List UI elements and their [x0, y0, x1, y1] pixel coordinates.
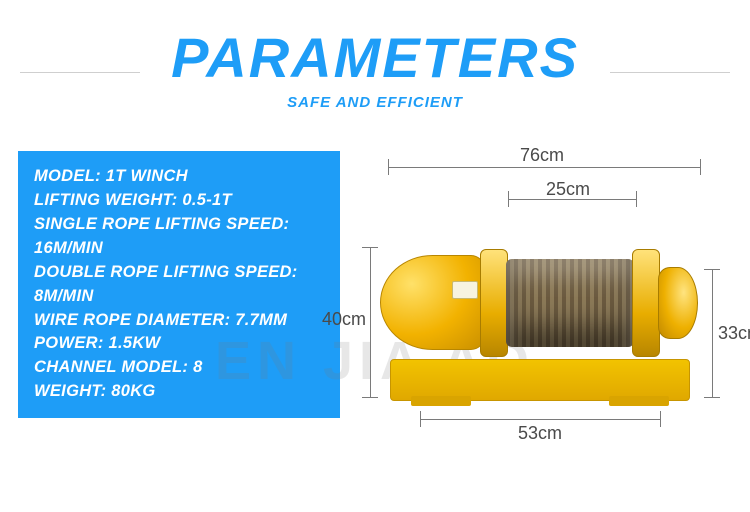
- winch-motor: [380, 255, 485, 350]
- winch-drum-flange-left: [480, 249, 508, 357]
- dim-tick: [362, 397, 378, 398]
- dim-tick: [388, 159, 389, 175]
- dim-tick: [704, 269, 720, 270]
- header-rule-left: [20, 72, 140, 73]
- dim-label-drum-width: 25cm: [546, 179, 590, 200]
- dim-label-base-width: 53cm: [518, 423, 562, 444]
- page-title: PARAMETERS: [0, 30, 750, 86]
- dim-tick: [636, 191, 637, 207]
- winch-drum-flange-right: [632, 249, 660, 357]
- winch-illustration: [380, 221, 700, 401]
- winch-nameplate: [452, 281, 478, 299]
- spec-line: CHANNEL MODEL: 8: [34, 356, 324, 380]
- product-diagram: 76cm 25cm 40cm 33cm 53cm: [360, 151, 730, 441]
- header: PARAMETERS SAFE AND EFFICIENT: [0, 0, 750, 111]
- spec-line: LIFTING WEIGHT: 0.5-1T: [34, 189, 324, 213]
- spec-line: POWER: 1.5KW: [34, 332, 324, 356]
- dim-tick: [508, 191, 509, 207]
- dim-line-base-width: [420, 419, 660, 420]
- dim-line-overall-width: [388, 167, 700, 168]
- spec-line: DOUBLE ROPE LIFTING SPEED: 8M/MIN: [34, 261, 324, 309]
- dim-label-end-height: 33cm: [718, 323, 750, 344]
- winch-foot: [411, 396, 471, 406]
- winch-base: [390, 359, 690, 401]
- spec-line: SINGLE ROPE LIFTING SPEED: 16M/MIN: [34, 213, 324, 261]
- dim-tick: [704, 397, 720, 398]
- dim-tick: [700, 159, 701, 175]
- spec-line: WEIGHT: 80KG: [34, 380, 324, 404]
- dim-label-overall-width: 76cm: [520, 145, 564, 166]
- dim-tick: [420, 411, 421, 427]
- content-row: MODEL: 1T WINCH LIFTING WEIGHT: 0.5-1T S…: [0, 151, 750, 441]
- spec-line: MODEL: 1T WINCH: [34, 165, 324, 189]
- dim-line-end-height: [712, 269, 713, 397]
- page-subtitle: SAFE AND EFFICIENT: [0, 94, 750, 111]
- dim-tick: [660, 411, 661, 427]
- dim-label-overall-height: 40cm: [322, 309, 366, 330]
- dim-tick: [362, 247, 378, 248]
- dim-line-overall-height: [370, 247, 371, 397]
- winch-end-cap: [658, 267, 698, 339]
- header-rule-right: [610, 72, 730, 73]
- spec-box: MODEL: 1T WINCH LIFTING WEIGHT: 0.5-1T S…: [18, 151, 340, 418]
- spec-line: WIRE ROPE DIAMETER: 7.7MM: [34, 309, 324, 333]
- winch-rope-drum: [506, 259, 634, 347]
- winch-foot: [609, 396, 669, 406]
